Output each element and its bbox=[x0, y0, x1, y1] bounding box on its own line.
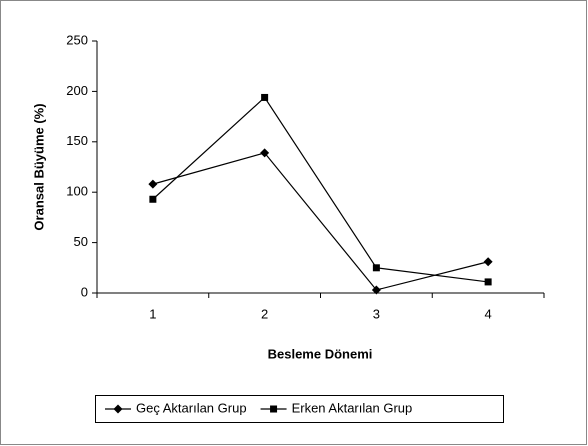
marker-square bbox=[149, 195, 157, 203]
y-tick-label: 50 bbox=[74, 234, 88, 249]
x-tick-label: 1 bbox=[149, 306, 156, 321]
x-tick-label: 3 bbox=[373, 306, 380, 321]
marker-diamond bbox=[148, 179, 158, 189]
y-tick-label: 0 bbox=[81, 284, 88, 299]
marker-diamond bbox=[371, 285, 381, 295]
y-tick-label: 100 bbox=[66, 184, 88, 199]
marker-diamond bbox=[260, 148, 270, 158]
marker-square bbox=[270, 405, 278, 413]
marker-square bbox=[261, 93, 269, 101]
marker-diamond bbox=[113, 404, 123, 414]
x-axis-title: Besleme Dönemi bbox=[268, 346, 373, 361]
x-tick-label: 4 bbox=[485, 306, 492, 321]
y-axis-title: Oransal Büyüme (%) bbox=[31, 103, 46, 230]
marker-square bbox=[484, 278, 492, 286]
legend-label: Geç Aktarılan Grup bbox=[136, 400, 247, 415]
series-line bbox=[152, 96, 489, 283]
y-tick-label: 150 bbox=[66, 133, 88, 148]
series-line bbox=[152, 152, 489, 291]
marker-square bbox=[372, 264, 380, 272]
y-tick-label: 200 bbox=[66, 83, 88, 98]
x-tick-label: 2 bbox=[261, 306, 268, 321]
legend-label: Erken Aktarılan Grup bbox=[292, 400, 413, 415]
legend-box bbox=[95, 395, 504, 423]
marker-diamond bbox=[483, 257, 493, 267]
y-tick-label: 250 bbox=[66, 32, 88, 47]
